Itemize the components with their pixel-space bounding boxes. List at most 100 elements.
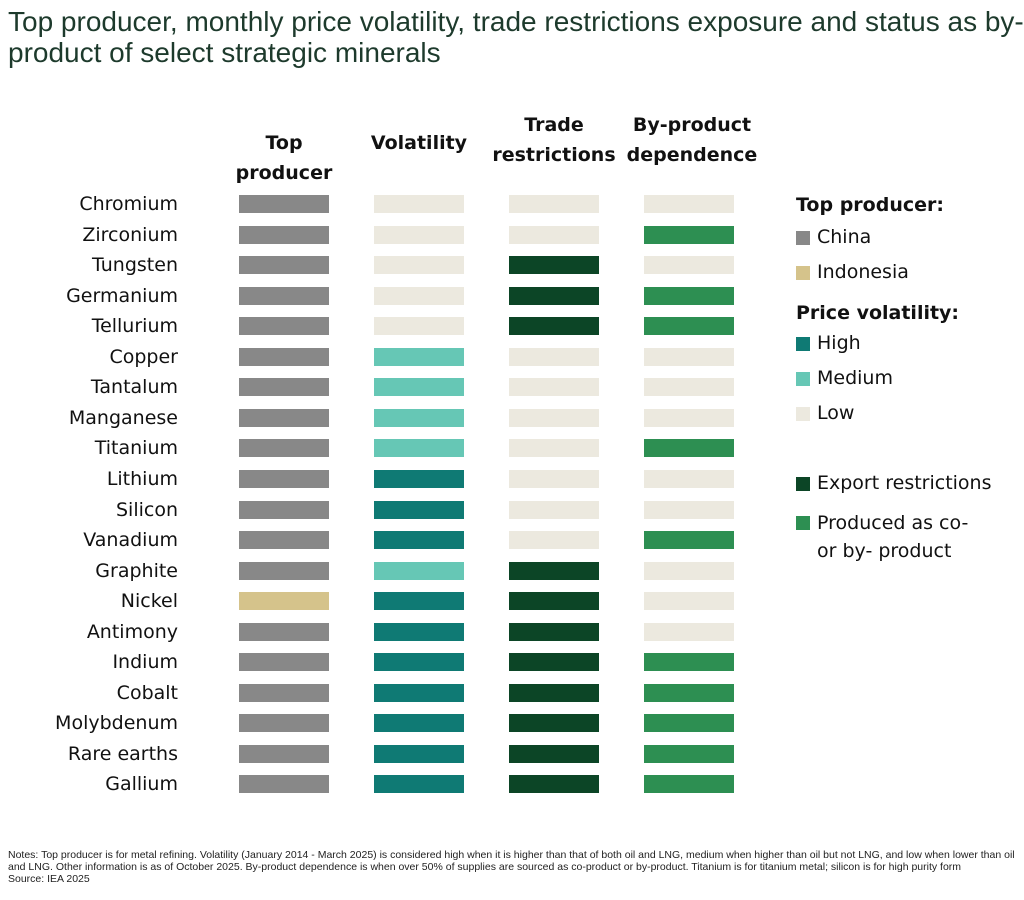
column-header-top-producer: Top producer [214,128,354,188]
legend-item-indonesia: Indonesia [796,261,909,283]
cell-byproduct [644,286,734,305]
cell-top-producer [239,378,329,397]
cell-top-producer [239,286,329,305]
header-line: producer [235,162,333,184]
row-label: Titanium [94,437,178,460]
cell-volatility [374,683,464,702]
cell-byproduct [644,408,734,427]
legend-swatch [796,407,810,421]
cell-top-producer [239,225,329,244]
cell-byproduct [644,500,734,519]
cell-trade-restrictions [509,469,599,488]
cell-byproduct [644,469,734,488]
legend-label: Low [817,402,855,424]
legend-swatch [796,231,810,245]
row-label: Tungsten [92,254,178,277]
legend-volatility-title: Price volatility: [796,302,960,324]
cell-byproduct [644,592,734,611]
cell-volatility [374,775,464,794]
cell-top-producer [239,439,329,458]
legend-label: Produced as co-or by- product [817,509,968,565]
cell-trade-restrictions [509,592,599,611]
header-line: By-product [632,114,752,136]
cell-byproduct [644,775,734,794]
cell-byproduct [644,317,734,336]
cell-trade-restrictions [509,622,599,641]
header-line: Trade [524,114,584,136]
row-label: Cobalt [116,681,178,704]
row-label: Germanium [66,284,178,307]
row-label: Nickel [120,590,178,613]
cell-top-producer [239,683,329,702]
cell-byproduct [644,225,734,244]
cell-trade-restrictions [509,744,599,763]
legend-item-export: Export restrictions [796,472,992,494]
cell-volatility [374,744,464,763]
cell-top-producer [239,256,329,275]
legend-label: Export restrictions [817,472,992,494]
cell-trade-restrictions [509,531,599,550]
row-label: Tellurium [91,315,178,338]
cell-byproduct [644,561,734,580]
cell-byproduct [644,653,734,672]
cell-volatility [374,469,464,488]
source-text: Source: IEA 2025 [8,873,90,885]
legend-swatch [796,477,810,491]
legend-item-low: Low [796,402,854,424]
cell-top-producer [239,347,329,366]
cell-volatility [374,439,464,458]
row-label: Manganese [68,406,178,429]
notes-text: Notes: Top producer is for metal refinin… [8,849,1015,873]
cell-top-producer [239,561,329,580]
cell-top-producer [239,195,329,213]
cell-trade-restrictions [509,378,599,397]
column-header-trade-restrictions: Trade restrictions [484,110,624,170]
legend-swatch [796,266,810,280]
row-label: Molybdenum [55,712,178,735]
cell-volatility [374,408,464,427]
cell-trade-restrictions [509,561,599,580]
cell-volatility [374,531,464,550]
row-label: Silicon [115,498,178,521]
cell-volatility [374,286,464,305]
header-line: dependence [626,144,758,166]
cell-trade-restrictions [509,439,599,458]
cell-top-producer [239,622,329,641]
cell-trade-restrictions [509,653,599,672]
cell-top-producer [239,775,329,794]
legend-label: Medium [817,367,893,389]
header-line: restrictions [492,144,616,166]
row-label: Graphite [95,559,178,582]
cell-trade-restrictions [509,775,599,794]
cell-top-producer [239,744,329,763]
cell-byproduct [644,439,734,458]
legend-swatch [796,337,810,351]
cell-trade-restrictions [509,500,599,519]
header-line: Top [265,132,303,154]
column-header-volatility: Volatility [349,128,489,158]
cell-byproduct [644,683,734,702]
row-label: Antimony [86,620,178,643]
cell-volatility [374,500,464,519]
cell-volatility [374,378,464,397]
cell-byproduct [644,256,734,275]
row-label: Tantalum [90,376,178,399]
notes: Notes: Top producer is for metal refinin… [8,849,1018,885]
row-label: Indium [112,651,178,674]
cell-trade-restrictions [509,347,599,366]
cell-volatility [374,653,464,672]
header-line: Volatility [370,132,468,154]
legend-item-high: High [796,332,861,354]
row-label: Rare earths [67,742,178,765]
row-label: Copper [109,345,178,368]
cell-top-producer [239,317,329,336]
cell-volatility [374,195,464,213]
row-label: Gallium [105,773,178,796]
cell-top-producer [239,592,329,611]
cell-trade-restrictions [509,714,599,733]
cell-trade-restrictions [509,286,599,305]
cell-byproduct [644,622,734,641]
cell-byproduct [644,347,734,366]
cell-volatility [374,561,464,580]
cell-top-producer [239,653,329,672]
